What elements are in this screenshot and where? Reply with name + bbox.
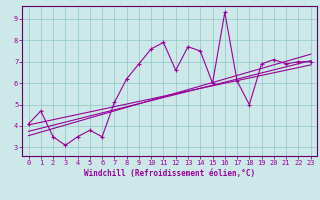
X-axis label: Windchill (Refroidissement éolien,°C): Windchill (Refroidissement éolien,°C) xyxy=(84,169,255,178)
